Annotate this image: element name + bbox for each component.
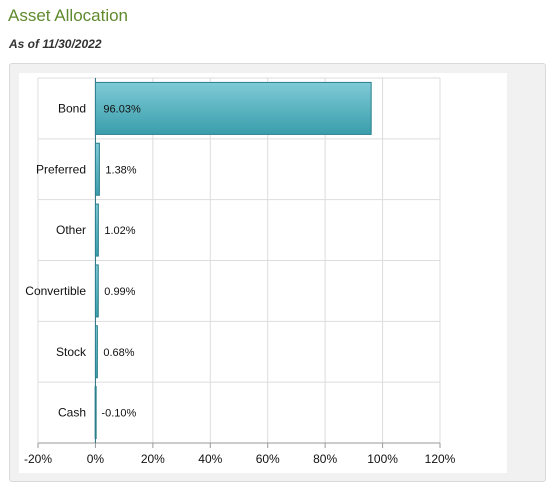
plot-background [19, 73, 507, 473]
category-label: Other [56, 223, 86, 237]
data-label: 0.68% [103, 347, 134, 359]
bar-preferred [94, 142, 100, 196]
x-tick-label: 100% [367, 452, 398, 466]
bar-bond [94, 81, 372, 135]
category-label: Convertible [25, 284, 86, 298]
category-label: Bond [58, 101, 86, 115]
data-label: 0.99% [104, 286, 135, 298]
x-tick-label: -20% [24, 452, 52, 466]
bar-stock [94, 325, 98, 379]
bars [94, 81, 372, 440]
grid [37, 77, 441, 448]
bar-other [94, 203, 99, 257]
x-tick-label: 40% [198, 452, 222, 466]
category-label: Stock [56, 345, 87, 359]
data-label: 96.03% [103, 103, 141, 115]
x-tick-label: 120% [425, 452, 456, 466]
chart-title: Asset Allocation [8, 6, 129, 25]
data-label: 1.02% [104, 225, 135, 237]
data-label: -0.10% [101, 408, 136, 420]
data-label: 1.38% [105, 164, 136, 176]
x-tick-label: 80% [313, 452, 337, 466]
x-tick-label: 20% [141, 452, 165, 466]
bar-cash [94, 386, 97, 440]
bar-convertible [94, 264, 99, 318]
category-label: Preferred [36, 162, 86, 176]
labels: -20% 0% 20% 40% 60% 80% 100% 120% Bond 96.03% Pref… [24, 101, 456, 466]
x-tick-label: 60% [256, 452, 280, 466]
category-label: Cash [58, 406, 86, 420]
x-tick-label: 0% [87, 452, 105, 466]
as-of-date: As of 11/30/2022 [9, 37, 102, 51]
